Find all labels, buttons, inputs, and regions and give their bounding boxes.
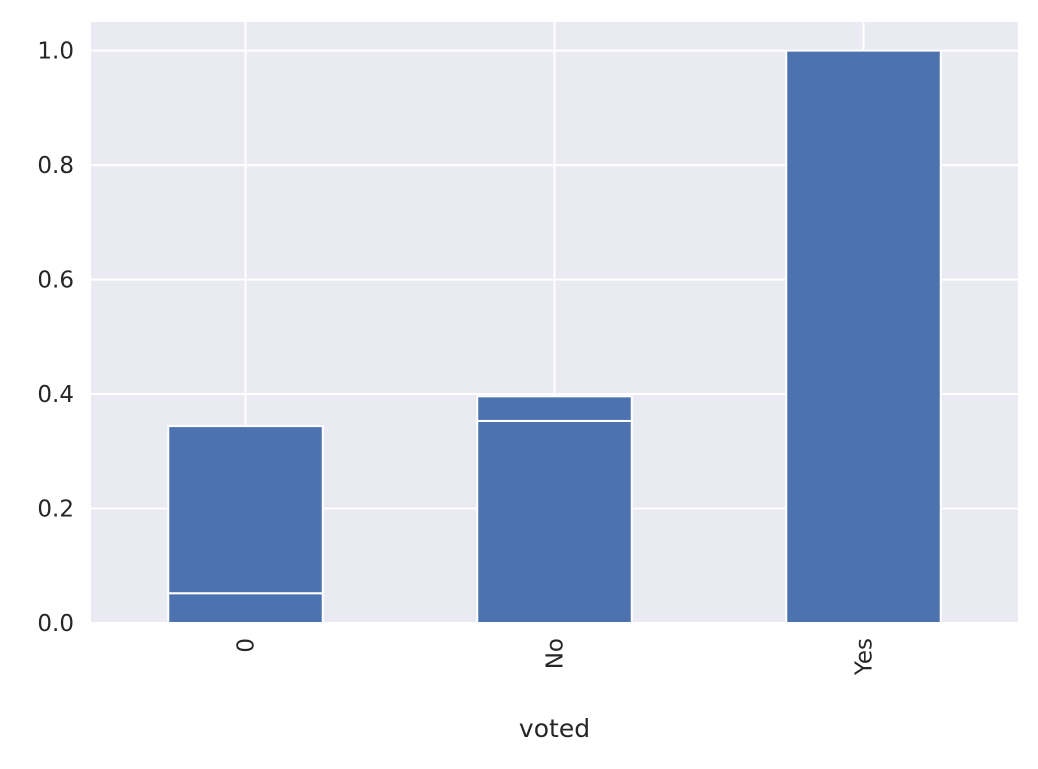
bar-segment xyxy=(785,49,942,625)
bar-segment xyxy=(476,419,633,624)
y-tick-label: 0.8 xyxy=(37,153,74,179)
bar-segment xyxy=(476,395,633,422)
y-tick-label: 0.0 xyxy=(37,611,74,637)
bar-segment xyxy=(167,592,324,625)
x-tick-label: No xyxy=(543,638,569,669)
x-axis-title: voted xyxy=(519,714,590,743)
x-tick-label: 0 xyxy=(234,638,260,653)
bar-segment xyxy=(167,425,324,595)
y-tick-label: 0.4 xyxy=(37,382,74,408)
y-tick-labels: 0.0 0.2 0.4 0.6 0.8 1.0 xyxy=(37,39,74,637)
y-tick-label: 0.6 xyxy=(37,268,74,294)
x-tick-labels: 0 No Yes xyxy=(234,638,878,676)
y-tick-label: 1.0 xyxy=(37,39,74,65)
y-tick-label: 0.2 xyxy=(37,497,74,523)
x-tick-label: Yes xyxy=(852,638,878,676)
bars xyxy=(167,49,942,625)
